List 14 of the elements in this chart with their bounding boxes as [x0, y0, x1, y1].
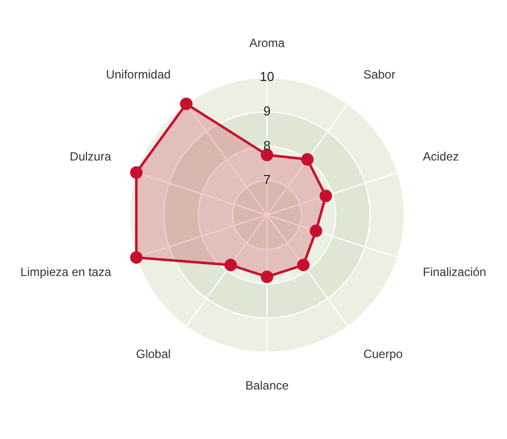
y-tick-label: 8	[263, 138, 271, 153]
y-tick-label: 9	[263, 104, 271, 119]
spoke-label: Acidez	[422, 149, 459, 164]
spoke-label: Balance	[245, 378, 290, 392]
spoke-label: Sabor	[363, 68, 396, 82]
spoke-label: Uniformidad	[106, 68, 171, 82]
spoke-label: Cuerpo	[363, 347, 404, 362]
spoke-label: Aroma	[249, 36, 285, 50]
spoke-label: Dulzura	[70, 149, 112, 164]
spoke-label: Finalización	[422, 265, 486, 280]
spoke-label: Limpieza en taza	[20, 265, 112, 280]
y-tick-label: 10	[260, 69, 274, 84]
spoke-label: Global	[136, 347, 171, 362]
y-tick-label: 7	[263, 172, 271, 188]
